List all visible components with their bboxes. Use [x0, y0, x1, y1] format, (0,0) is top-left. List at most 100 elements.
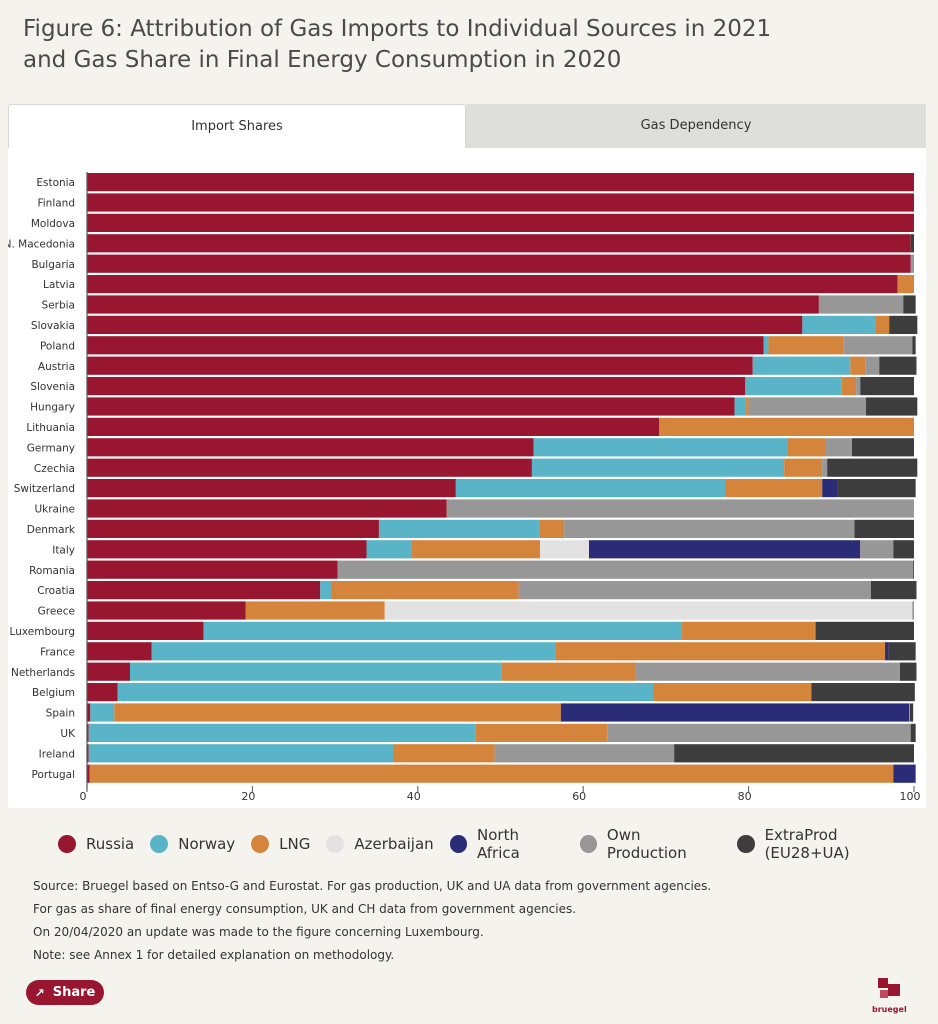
bar-segment-north-africa[interactable] [560, 703, 910, 722]
bar-segment-russia[interactable] [87, 458, 532, 477]
bar-segment-lng[interactable] [850, 356, 866, 375]
legend-item-norway[interactable]: Norway [150, 835, 235, 853]
bar-segment-norway[interactable] [752, 356, 851, 375]
legend-item-extraprod[interactable]: ExtraProd (EU28+UA) [737, 826, 922, 862]
tab-gas-dependency[interactable]: Gas Dependency [466, 104, 926, 148]
bar-segment-russia[interactable] [87, 336, 764, 355]
bar-segment-extraprod-eu28-ua-[interactable] [827, 458, 918, 477]
bar-segment-russia[interactable] [87, 173, 914, 192]
bar-segment-lng[interactable] [681, 621, 816, 640]
bar-segment-lng[interactable] [475, 723, 608, 742]
bar-segment-russia[interactable] [87, 519, 379, 538]
legend-item-russia[interactable]: Russia [58, 835, 134, 853]
bar-segment-norway[interactable] [203, 621, 682, 640]
bar-segment-norway[interactable] [533, 438, 788, 457]
bar-segment-norway[interactable] [531, 458, 785, 477]
bar-segment-russia[interactable] [87, 499, 447, 518]
bar-segment-lng[interactable] [245, 601, 385, 620]
bar-segment-russia[interactable] [87, 662, 131, 681]
bar-segment-own-production[interactable] [843, 336, 913, 355]
bar-segment-lng[interactable] [897, 275, 914, 294]
bar-segment-extraprod-eu28-ua-[interactable] [879, 356, 917, 375]
bar-segment-norway[interactable] [734, 397, 747, 416]
bar-segment-russia[interactable] [87, 540, 367, 559]
bar-segment-extraprod-eu28-ua-[interactable] [837, 479, 916, 498]
bar-segment-extraprod-eu28-ua-[interactable] [674, 744, 914, 763]
bar-segment-lng[interactable] [114, 703, 561, 722]
bar-segment-own-production[interactable] [748, 397, 867, 416]
bar-segment-norway[interactable] [802, 315, 876, 334]
bar-segment-russia[interactable] [87, 703, 91, 722]
bar-segment-extraprod-eu28-ua-[interactable] [866, 397, 918, 416]
bar-segment-russia[interactable] [87, 479, 456, 498]
bar-segment-lng[interactable] [746, 397, 749, 416]
bar-segment-own-production[interactable] [822, 458, 828, 477]
bar-segment-extraprod-eu28-ua-[interactable] [903, 295, 916, 314]
bar-segment-north-africa[interactable] [822, 479, 838, 498]
legend-item-north-africa[interactable]: North Africa [449, 826, 564, 862]
bar-segment-norway[interactable] [366, 540, 413, 559]
bar-segment-extraprod-eu28-ua-[interactable] [851, 438, 914, 457]
bar-segment-extraprod-eu28-ua-[interactable] [913, 560, 914, 579]
bar-segment-lng[interactable] [539, 519, 565, 538]
bar-segment-norway[interactable] [763, 336, 769, 355]
bar-segment-norway[interactable] [130, 662, 502, 681]
bar-segment-north-africa[interactable] [893, 764, 916, 783]
bar-segment-own-production[interactable] [910, 254, 914, 273]
bar-segment-russia[interactable] [87, 744, 89, 763]
tab-import-shares[interactable]: Import Shares [8, 104, 466, 149]
bar-segment-russia[interactable] [87, 621, 204, 640]
bar-segment-norway[interactable] [151, 642, 556, 661]
bar-segment-russia[interactable] [87, 723, 89, 742]
bar-segment-russia[interactable] [87, 397, 735, 416]
bar-segment-own-production[interactable] [564, 519, 855, 538]
bar-segment-russia[interactable] [87, 581, 321, 600]
bar-segment-extraprod-eu28-ua-[interactable] [893, 540, 914, 559]
bar-segment-own-production[interactable] [494, 744, 675, 763]
bar-segment-lng[interactable] [659, 417, 914, 436]
bar-segment-own-production[interactable] [860, 540, 894, 559]
bar-segment-russia[interactable] [87, 193, 914, 212]
bar-segment-own-production[interactable] [818, 295, 904, 314]
bar-segment-extraprod-eu28-ua-[interactable] [870, 581, 917, 600]
bar-segment-lng[interactable] [841, 377, 857, 396]
bar-segment-own-production[interactable] [856, 377, 861, 396]
bar-segment-lng[interactable] [784, 458, 823, 477]
bar-segment-russia[interactable] [87, 683, 118, 702]
bar-segment-russia[interactable] [87, 254, 911, 273]
bar-segment-extraprod-eu28-ua-[interactable] [811, 683, 915, 702]
bar-segment-russia[interactable] [87, 377, 746, 396]
bar-segment-extraprod-eu28-ua-[interactable] [899, 662, 917, 681]
share-button[interactable]: ↗ Share [26, 980, 104, 1005]
bar-segment-extraprod-eu28-ua-[interactable] [909, 703, 914, 722]
bar-segment-russia[interactable] [87, 417, 660, 436]
bar-segment-norway[interactable] [320, 581, 331, 600]
bar-segment-extraprod-eu28-ua-[interactable] [910, 234, 914, 253]
bar-segment-own-production[interactable] [909, 703, 910, 722]
bar-segment-extraprod-eu28-ua-[interactable] [910, 723, 916, 742]
bar-segment-lng[interactable] [392, 744, 495, 763]
bar-segment-lng[interactable] [875, 315, 890, 334]
bar-segment-own-production[interactable] [607, 723, 911, 742]
bar-segment-azerbaijan[interactable] [540, 540, 589, 559]
bar-segment-lng[interactable] [555, 642, 886, 661]
bar-segment-own-production[interactable] [446, 499, 914, 518]
bar-segment-lng[interactable] [412, 540, 541, 559]
bar-segment-russia[interactable] [87, 315, 803, 334]
bar-segment-lng[interactable] [330, 581, 519, 600]
bar-segment-own-production[interactable] [337, 560, 914, 579]
bar-segment-norway[interactable] [455, 479, 726, 498]
bar-segment-norway[interactable] [378, 519, 540, 538]
legend-item-azerbaijan[interactable]: Azerbaijan [326, 835, 434, 853]
bar-segment-extraprod-eu28-ua-[interactable] [912, 336, 916, 355]
bar-segment-lng[interactable] [89, 764, 894, 783]
bar-segment-russia[interactable] [87, 275, 898, 294]
bar-segment-lng[interactable] [787, 438, 826, 457]
bar-segment-norway[interactable] [90, 703, 115, 722]
bar-segment-lng[interactable] [768, 336, 844, 355]
bar-segment-own-production[interactable] [912, 601, 914, 620]
bar-segment-own-production[interactable] [518, 581, 871, 600]
bar-segment-own-production[interactable] [865, 356, 880, 375]
bar-segment-north-africa[interactable] [588, 540, 861, 559]
bar-segment-north-africa[interactable] [885, 642, 889, 661]
